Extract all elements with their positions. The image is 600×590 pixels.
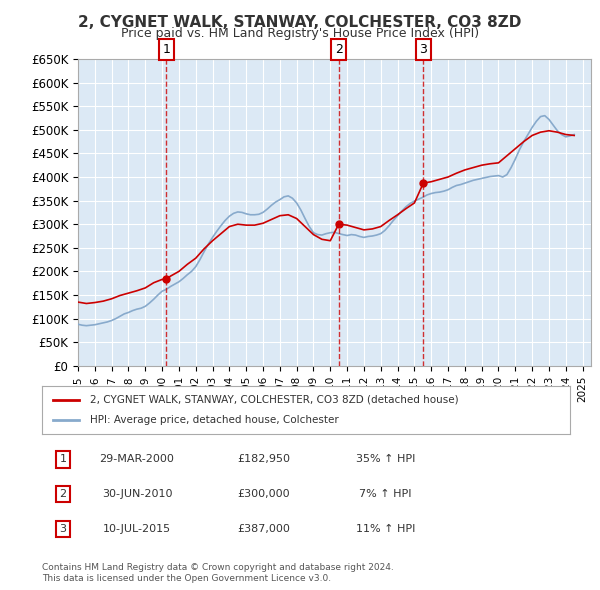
Text: 2, CYGNET WALK, STANWAY, COLCHESTER, CO3 8ZD (detached house): 2, CYGNET WALK, STANWAY, COLCHESTER, CO3…: [89, 395, 458, 405]
Text: 30-JUN-2010: 30-JUN-2010: [102, 489, 172, 499]
Text: 2: 2: [335, 43, 343, 56]
Text: HPI: Average price, detached house, Colchester: HPI: Average price, detached house, Colc…: [89, 415, 338, 425]
Text: 1: 1: [163, 43, 170, 56]
Text: 1: 1: [59, 454, 67, 464]
Text: £182,950: £182,950: [237, 454, 290, 464]
Text: Price paid vs. HM Land Registry's House Price Index (HPI): Price paid vs. HM Land Registry's House …: [121, 27, 479, 40]
Text: 11% ↑ HPI: 11% ↑ HPI: [356, 524, 415, 534]
Text: Contains HM Land Registry data © Crown copyright and database right 2024.
This d: Contains HM Land Registry data © Crown c…: [42, 563, 394, 583]
Text: £300,000: £300,000: [238, 489, 290, 499]
Text: 7% ↑ HPI: 7% ↑ HPI: [359, 489, 412, 499]
Text: 10-JUL-2015: 10-JUL-2015: [103, 524, 171, 534]
Text: 3: 3: [59, 524, 67, 534]
Text: 2: 2: [59, 489, 67, 499]
Text: 29-MAR-2000: 29-MAR-2000: [100, 454, 175, 464]
Text: 2, CYGNET WALK, STANWAY, COLCHESTER, CO3 8ZD: 2, CYGNET WALK, STANWAY, COLCHESTER, CO3…: [79, 15, 521, 30]
Text: 35% ↑ HPI: 35% ↑ HPI: [356, 454, 415, 464]
Text: 3: 3: [419, 43, 427, 56]
Text: £387,000: £387,000: [238, 524, 290, 534]
